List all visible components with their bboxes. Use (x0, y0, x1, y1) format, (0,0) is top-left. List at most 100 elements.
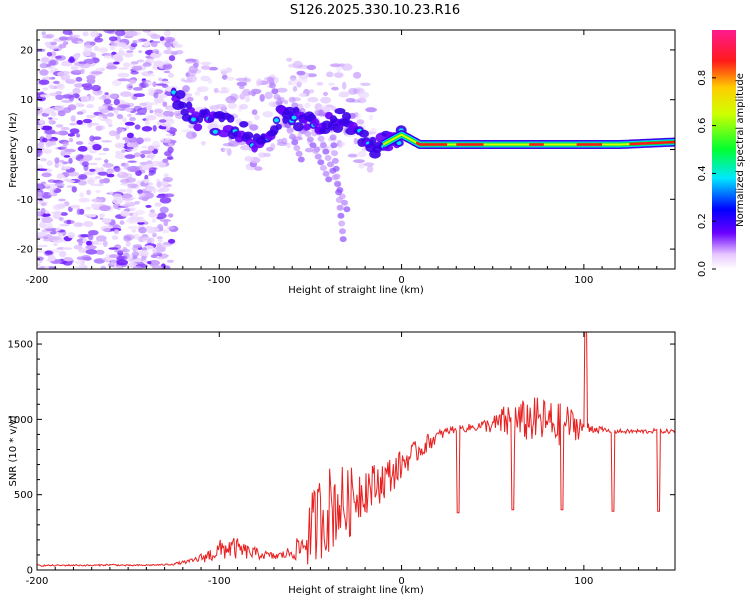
noise-blob (100, 265, 107, 269)
noise-blob (118, 189, 127, 193)
diffuse-speckle (264, 91, 273, 100)
noise-blob (59, 159, 65, 163)
ridge-blob (226, 114, 235, 123)
noise-blob (58, 233, 64, 237)
noise-blob (93, 45, 99, 52)
diffuse-speckle (247, 91, 254, 96)
noise-blob (60, 127, 70, 131)
noise-blob (160, 80, 170, 84)
noise-blob (123, 203, 131, 208)
diffuse-speckle (348, 87, 358, 95)
diffuse-speckle (235, 77, 247, 82)
noise-blob (46, 141, 53, 147)
noise-blob (94, 176, 102, 179)
noise-blob (81, 255, 91, 261)
diffuse-speckle (266, 147, 274, 152)
streak-blob (312, 147, 320, 154)
noise-blob (152, 48, 160, 54)
noise-blob (49, 45, 59, 50)
noise-blob (103, 54, 116, 59)
noise-blob (122, 246, 128, 253)
noise-blob (89, 168, 96, 172)
noise-blob (39, 69, 49, 76)
spectrogram-x-tick-label: -100 (208, 275, 231, 286)
noise-blob (106, 168, 115, 174)
colorbar-tick-label: 0.2 (697, 213, 708, 229)
diffuse-speckle (215, 103, 227, 109)
noise-blob (137, 221, 145, 225)
noise-blob (68, 137, 74, 143)
noise-blob (89, 162, 98, 166)
noise-blob (87, 145, 94, 152)
noise-blob (132, 266, 143, 269)
noise-blob (113, 109, 119, 114)
diffuse-speckle (296, 70, 306, 76)
diffuse-speckle (365, 107, 377, 113)
diffuse-speckle (188, 123, 195, 129)
noise-blob (124, 201, 131, 205)
diffuse-speckle (276, 142, 289, 146)
streak-blob (319, 165, 327, 171)
noise-blob (37, 244, 49, 248)
noise-blob (123, 235, 132, 242)
noise-blob (93, 37, 104, 43)
ridge-blob (312, 118, 320, 128)
noise-blob (149, 226, 160, 233)
diffuse-speckle (313, 110, 319, 114)
diffuse-speckle (258, 152, 267, 158)
noise-blob (102, 113, 108, 120)
diffuse-speckle (299, 93, 307, 97)
streak-blob (337, 212, 345, 219)
diffuse-speckle (320, 96, 331, 104)
noise-blob (166, 259, 174, 263)
noise-blob (108, 93, 119, 99)
noise-blob (168, 55, 176, 62)
noise-blob (147, 261, 152, 265)
noise-blob (159, 119, 167, 123)
noise-blob (91, 84, 101, 92)
diffuse-speckle (244, 155, 254, 162)
spectrogram-y-tick-label: -10 (17, 195, 33, 206)
noise-blob (159, 219, 172, 222)
diffuse-speckle (218, 90, 230, 94)
diffuse-speckle (276, 87, 288, 93)
noise-blob (69, 128, 80, 135)
diffuse-speckle (200, 141, 206, 146)
noise-blob (116, 114, 124, 120)
noise-blob (156, 181, 162, 188)
diffuse-speckle (339, 141, 346, 147)
noise-blob (120, 193, 133, 199)
noise-blob (73, 69, 83, 73)
diffuse-speckle (213, 87, 219, 94)
noise-blob (99, 108, 110, 114)
noise-blob (37, 125, 43, 129)
noise-blob (61, 203, 66, 207)
noise-blob (63, 155, 71, 158)
diffuse-speckle (186, 75, 194, 80)
diffuse-speckle (172, 40, 179, 48)
noise-blob (74, 40, 79, 44)
snr-y-tick-label: 1000 (8, 415, 33, 426)
noise-blob (61, 99, 73, 103)
noise-blob (40, 57, 50, 63)
noise-blob (150, 254, 158, 258)
noise-blob (132, 87, 143, 91)
noise-blob (37, 183, 46, 190)
noise-blob (162, 110, 173, 117)
colorbar-ticks: 0.0 0.2 0.4 0.6 0.8 (697, 70, 716, 277)
noise-blob (66, 219, 72, 225)
noise-blob (145, 58, 155, 64)
diffuse-speckle (221, 87, 227, 91)
noise-blob (138, 82, 149, 89)
noise-blob (73, 244, 83, 250)
noise-blob (38, 119, 45, 125)
colorbar-tick-label: 0.0 (697, 261, 708, 277)
noise-blob (150, 153, 155, 160)
diffuse-speckle (244, 95, 250, 103)
noise-blob (108, 254, 119, 259)
noise-blob (66, 180, 76, 183)
noise-blob (99, 205, 111, 212)
colorbar: 0.0 0.2 0.4 0.6 0.8 Normalized spectral ampl… (697, 30, 746, 277)
